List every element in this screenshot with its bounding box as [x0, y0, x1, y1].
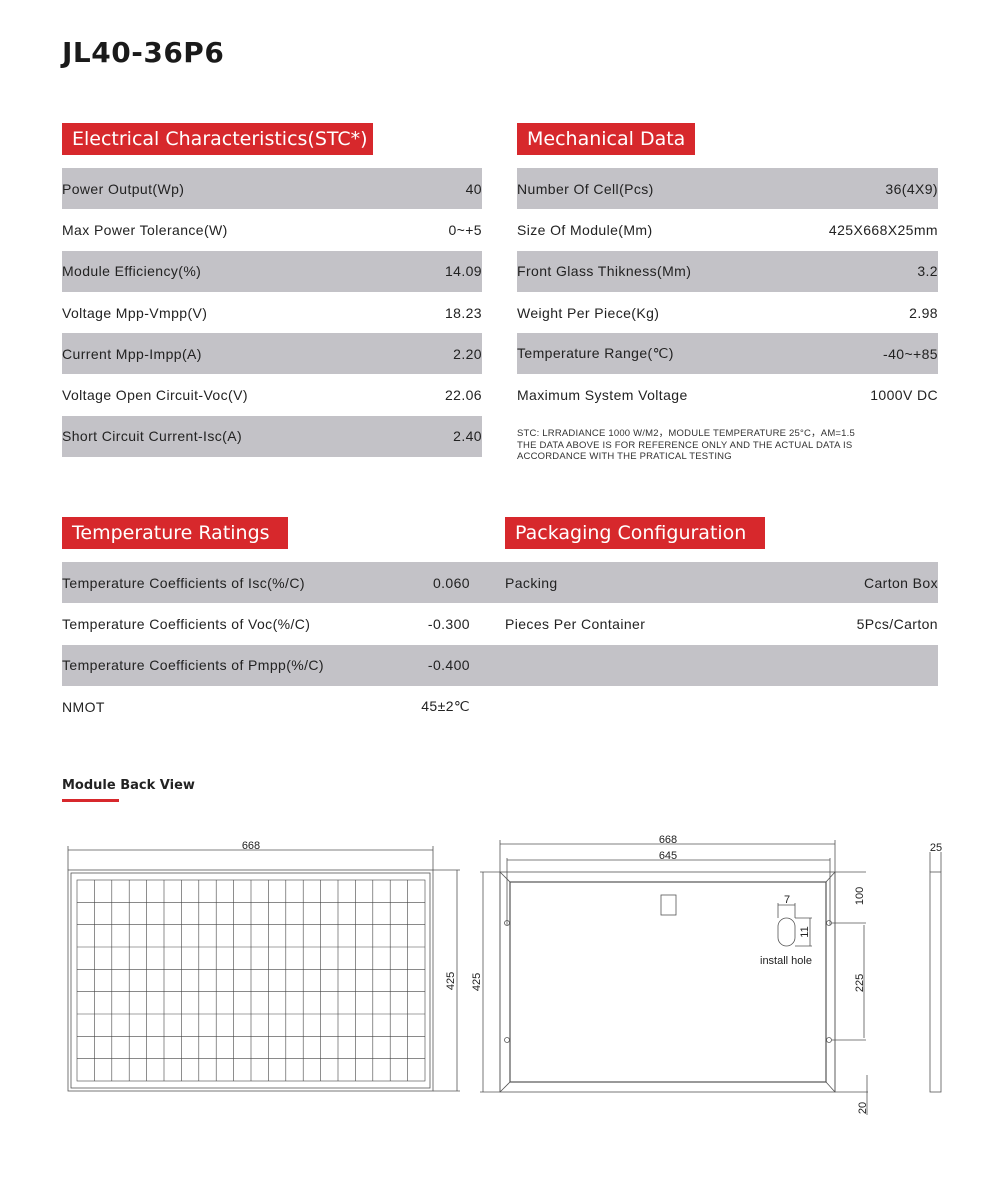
row-band	[62, 644, 938, 686]
row-value: Carton Box	[863, 574, 938, 591]
row-label: Temperature Range(℃)	[517, 345, 674, 362]
row-label: Weight Per Piece(Kg)	[517, 304, 660, 321]
row-value: 22.06	[444, 387, 482, 404]
row-label: Pieces Per Container	[505, 615, 646, 632]
table-row: Max Power Tolerance(W) 0~+5	[62, 209, 482, 250]
row-value: 5Pcs/Carton	[856, 615, 938, 632]
width-label: 668	[242, 840, 260, 852]
row-value: 1000V DC	[870, 387, 938, 404]
row-value: 2.98	[909, 304, 938, 321]
heading-underline	[62, 799, 119, 802]
row-label: Maximum System Voltage	[517, 387, 688, 404]
table-row: Size Of Module(Mm) 425X668X25mm	[517, 209, 938, 250]
row-value: 40	[465, 180, 482, 197]
inner-width-label: 645	[659, 850, 677, 862]
row-value: -40~+85	[883, 345, 938, 362]
hole-spacing-label: 225	[854, 974, 866, 992]
install-hole-label: install hole	[760, 955, 812, 967]
row-value: 3.2	[917, 263, 938, 280]
mechanical-heading: Mechanical Data	[517, 123, 695, 155]
table-row: Temperature Range(℃) -40~+85	[517, 333, 938, 375]
packaging-table: Packing Carton Box Pieces Per Container 5P…	[505, 562, 938, 645]
junction-box	[660, 894, 677, 916]
back-view-heading: Module Back View	[62, 778, 195, 793]
row-value: 36(4X9)	[885, 180, 938, 197]
cell-grid	[76, 879, 426, 1082]
back-view-drawing	[480, 840, 942, 1115]
table-row: Temperature Coefficients of Voc(%/C) -0.3…	[62, 603, 470, 644]
table-row: Temperature Coefficients of Pmpp(%/C) -0.…	[62, 645, 470, 686]
row-label: Module Efficiency(%)	[62, 263, 202, 280]
table-row: Pieces Per Container 5Pcs/Carton	[505, 603, 938, 644]
table-row: Current Mpp-Impp(A) 2.20	[62, 333, 482, 375]
row-label: Size Of Module(Mm)	[517, 221, 653, 238]
table-row: Packing Carton Box	[505, 562, 938, 603]
row-label: Temperature Coefficients of Isc(%/C)	[62, 574, 305, 591]
table-row: Maximum System Voltage 1000V DC	[517, 374, 938, 415]
row-label: Power Output(Wp)	[62, 180, 185, 197]
table-row: Front Glass Thikness(Mm) 3.2	[517, 250, 938, 292]
note-line: ACCORDANCE WITH THE PRATICAL TESTING	[517, 451, 732, 462]
row-value: -0.400	[427, 657, 470, 674]
row-label: NMOT	[62, 698, 105, 715]
row-label: Short Circuit Current-Isc(A)	[62, 428, 243, 445]
width-label: 668	[659, 834, 677, 846]
install-hole	[777, 917, 796, 947]
row-label: Temperature Coefficients of Voc(%/C)	[62, 615, 311, 632]
electrical-table: Power Output(Wp) 40 Max Power Tolerance(W…	[62, 168, 482, 458]
page-title: JL40-36P6	[62, 36, 225, 69]
side-view	[929, 871, 942, 1093]
temperature-heading: Temperature Ratings	[62, 517, 288, 549]
row-label: Voltage Mpp-Vmpp(V)	[62, 304, 208, 321]
table-row: Number Of Cell(Pcs) 36(4X9)	[517, 168, 938, 210]
module-frame	[67, 869, 434, 1092]
row-band	[62, 562, 938, 604]
hole-height-label: 11	[799, 926, 811, 937]
temperature-table: Temperature Coefficients of Isc(%/C) 0.06…	[62, 562, 470, 727]
table-row: NMOT 45±2℃	[62, 686, 470, 727]
row-value: 18.23	[444, 304, 482, 321]
top-offset-label: 100	[854, 887, 866, 905]
note-line: STC: LRRADIANCE 1000 W/M2，MODULE TEMPERA…	[517, 428, 855, 439]
stc-note: STC: LRRADIANCE 1000 W/M2，MODULE TEMPERA…	[517, 428, 855, 463]
height-label: 425	[445, 972, 457, 990]
row-value: 2.20	[453, 345, 482, 362]
table-row: Voltage Open Circuit-Voc(V) 22.06	[62, 374, 482, 415]
table-row: Module Efficiency(%) 14.09	[62, 250, 482, 292]
front-view-drawing	[67, 846, 460, 1092]
row-label: Front Glass Thikness(Mm)	[517, 263, 692, 280]
row-label: Number Of Cell(Pcs)	[517, 180, 654, 197]
row-label: Current Mpp-Impp(A)	[62, 345, 202, 362]
note-line: THE DATA ABOVE IS FOR REFERENCE ONLY AND…	[517, 439, 853, 451]
row-label: Max Power Tolerance(W)	[62, 221, 228, 238]
packaging-heading: Packaging Configuration	[505, 517, 765, 549]
row-label: Temperature Coefficients of Pmpp(%/C)	[62, 657, 324, 674]
row-value: 2.40	[453, 428, 482, 445]
table-row: Weight Per Piece(Kg) 2.98	[517, 292, 938, 333]
height-label: 425	[471, 973, 483, 991]
row-value: 14.09	[444, 263, 482, 280]
electrical-heading: Electrical Characteristics(STC*)	[62, 123, 373, 155]
row-value: 0.060	[432, 574, 470, 591]
mechanical-table: Number Of Cell(Pcs) 36(4X9) Size Of Modul…	[517, 168, 938, 416]
row-value: 425X668X25mm	[828, 221, 938, 238]
bottom-offset-label: 20	[857, 1102, 869, 1114]
row-value: 45±2℃	[421, 698, 470, 715]
thickness-label: 25	[930, 842, 942, 854]
table-row: Power Output(Wp) 40	[62, 168, 482, 210]
module-frame	[499, 871, 836, 1093]
row-label: Packing	[505, 574, 558, 591]
row-value: -0.300	[427, 615, 470, 632]
hole-width-label: 7	[784, 894, 790, 906]
row-value: 0~+5	[448, 221, 482, 238]
table-row: Temperature Coefficients of Isc(%/C) 0.06…	[62, 562, 470, 603]
table-row: Voltage Mpp-Vmpp(V) 18.23	[62, 292, 482, 333]
row-label: Voltage Open Circuit-Voc(V)	[62, 387, 248, 404]
table-row: Short Circuit Current-Isc(A) 2.40	[62, 415, 482, 458]
